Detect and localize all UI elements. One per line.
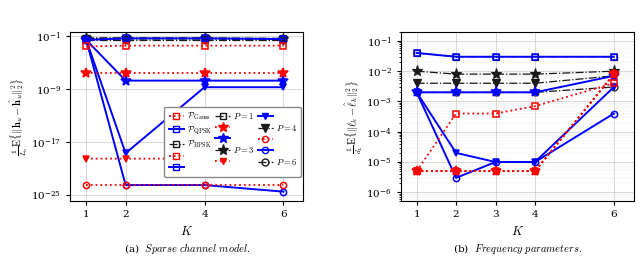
Y-axis label: $\frac{1}{d_L}\mathrm{E}\{\|\boldsymbol{\ell}_k - \hat{\boldsymbol{\ell}}_k\|_2^: $\frac{1}{d_L}\mathrm{E}\{\|\boldsymbol{… <box>344 80 365 154</box>
Y-axis label: $\frac{1}{L_u}\mathrm{E}\{\|\mathbf{h}_u - \hat{\mathbf{h}}_u\|_2^2\}$: $\frac{1}{L_u}\mathrm{E}\{\|\mathbf{h}_u… <box>8 77 30 156</box>
X-axis label: $K$: $K$ <box>180 225 193 238</box>
X-axis label: $K$: $K$ <box>511 225 524 238</box>
Legend: $\mathcal{P}_{\mathrm{Gauss}}$, $\mathcal{P}_{\mathrm{QPSK}}$, $\mathcal{P}_{\ma: $\mathcal{P}_{\mathrm{Gauss}}$, $\mathca… <box>164 107 301 177</box>
Title: (b)  $\mathit{Frequency\ parameters.}$: (b) $\mathit{Frequency\ parameters.}$ <box>452 242 582 256</box>
Title: (a)  $\mathit{Sparse\ channel\ model.}$: (a) $\mathit{Sparse\ channel\ model.}$ <box>124 241 250 256</box>
